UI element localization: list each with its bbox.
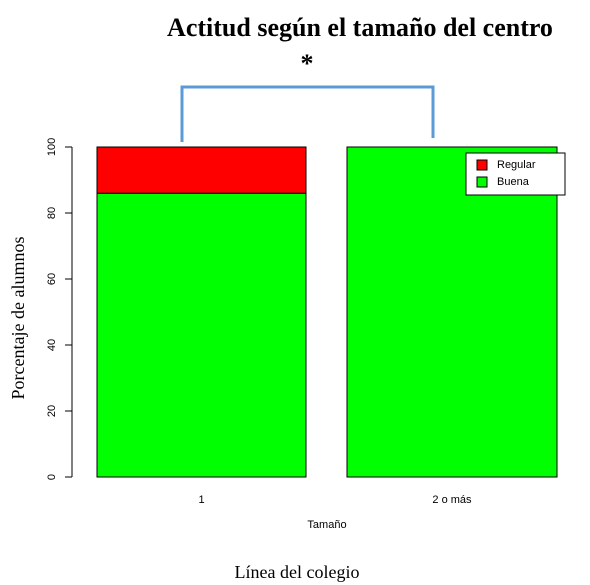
legend-swatch <box>476 159 488 171</box>
bar-segment <box>346 146 558 478</box>
y-tick-label: 0 <box>46 474 58 480</box>
bracket <box>180 85 435 142</box>
legend-label: Regular <box>497 159 536 171</box>
legend-label: Buena <box>497 176 530 188</box>
legend-box <box>465 152 566 196</box>
chart-title: Actitud según el tamaño del centro <box>167 13 553 42</box>
y-axis-label: Porcentaje de alumnos <box>8 237 28 400</box>
x-tick-label: 1 <box>198 494 204 506</box>
bar-segment <box>96 146 307 194</box>
y-tick-label: 20 <box>46 405 58 417</box>
x-axis-label: Tamaño <box>307 519 346 531</box>
y-tick-label: 100 <box>46 138 58 156</box>
y-tick-label: 60 <box>46 273 58 285</box>
significance-mark: * <box>301 49 314 78</box>
x-tick-label: 2 o más <box>432 494 472 506</box>
legend-swatch <box>476 176 488 188</box>
y-tick-label: 40 <box>46 339 58 351</box>
caption: Línea del colegio <box>235 562 360 582</box>
bar-segment <box>96 192 307 478</box>
y-tick-label: 80 <box>46 207 58 219</box>
